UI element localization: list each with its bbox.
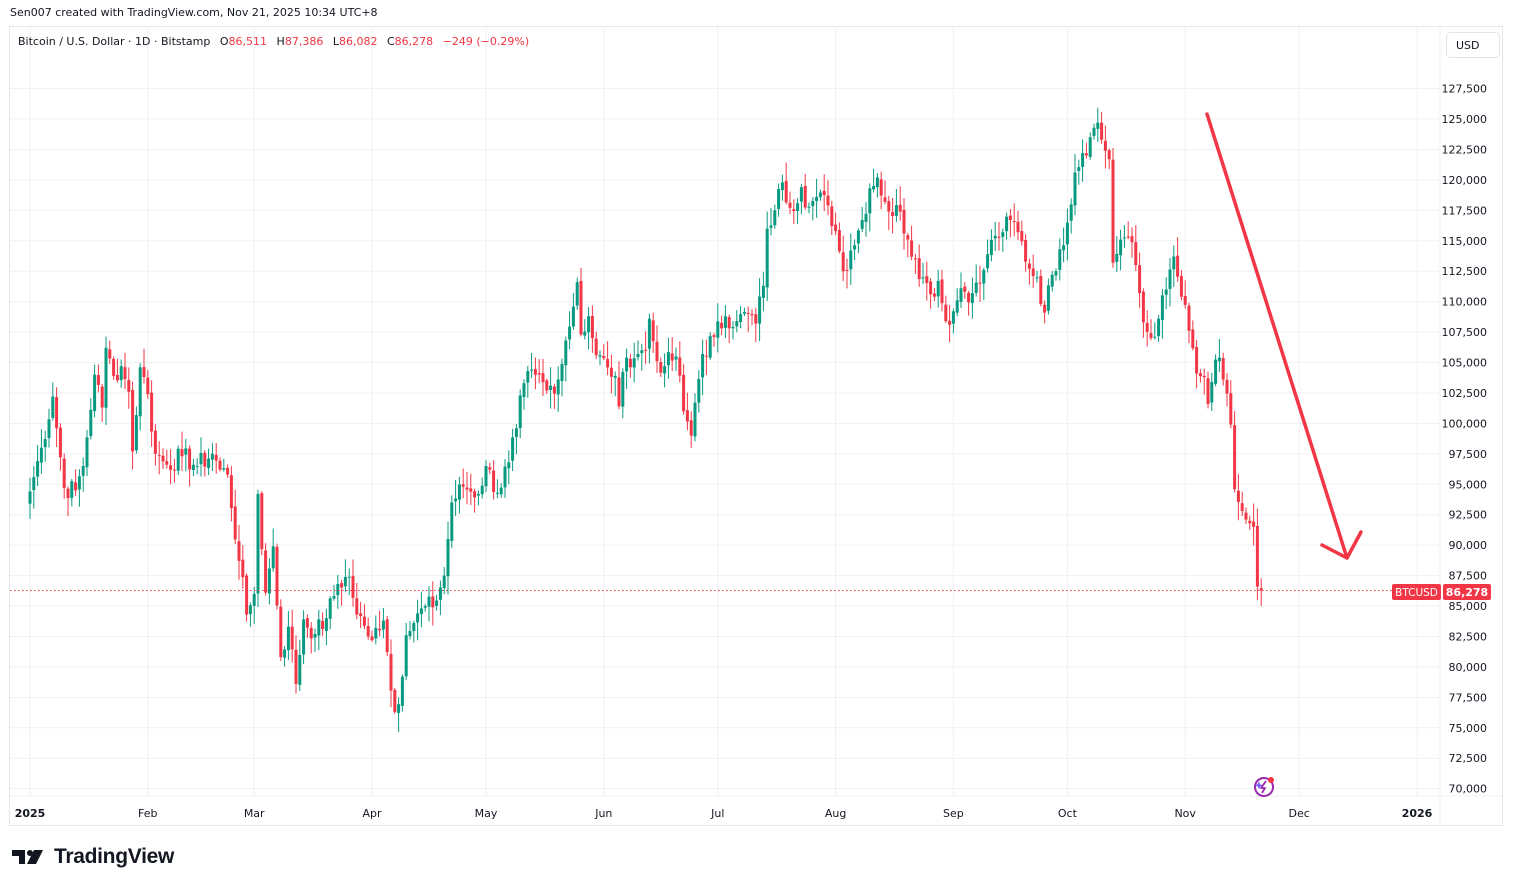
time-axis[interactable]: 2025 Feb Mar Apr May Jun Jul Aug Sep Oct Nov Dec 202… <box>15 807 1433 820</box>
price-axis-label: 77,500 <box>1449 691 1488 704</box>
time-axis-label: Feb <box>138 807 157 820</box>
time-axis-label: Mar <box>244 807 265 820</box>
price-axis-label: 87,500 <box>1449 570 1488 583</box>
price-axis[interactable]: 127,500 125,000 122,500 120,000 117,500 115,0… <box>1442 83 1488 796</box>
price-axis-label: 102,500 <box>1442 387 1488 400</box>
time-axis-label: Jul <box>710 807 724 820</box>
open-label: O <box>219 35 229 48</box>
low-label: L <box>332 35 339 48</box>
low-value: 86,082 <box>338 35 378 48</box>
price-axis-label: 80,000 <box>1449 661 1488 674</box>
time-axis-label: Oct <box>1058 807 1078 820</box>
price-axis-label: 97,500 <box>1449 448 1488 461</box>
price-axis-label: 100,000 <box>1442 417 1488 430</box>
price-axis-label: 122,500 <box>1442 143 1488 156</box>
time-axis-label: Nov <box>1174 807 1196 820</box>
price-axis-label: 92,500 <box>1449 509 1488 522</box>
time-axis-label: Aug <box>825 807 846 820</box>
time-axis-label: Jun <box>594 807 612 820</box>
time-axis-label: Apr <box>362 807 382 820</box>
price-axis-label: 125,000 <box>1442 113 1488 126</box>
price-axis-label: 105,000 <box>1442 357 1488 370</box>
tradingview-logo-text: TradingView <box>54 845 175 868</box>
grid-lines <box>10 27 1502 825</box>
tradingview-logo[interactable]: TradingView <box>12 845 174 869</box>
price-tag: BTCUSD 86,278 <box>1392 584 1491 600</box>
chart-frame <box>9 26 1503 826</box>
close-value: 86,278 <box>394 35 434 48</box>
close-label: C <box>386 35 395 48</box>
price-axis-label: 72,500 <box>1449 752 1488 765</box>
candles <box>28 107 1263 732</box>
price-axis-label: 75,000 <box>1449 722 1488 735</box>
currency-button[interactable]: USD <box>1446 32 1500 58</box>
price-axis-label: 112,500 <box>1442 265 1488 278</box>
time-axis-label: May <box>475 807 498 820</box>
price-axis-label: 90,000 <box>1449 539 1488 552</box>
price-axis-label: 110,000 <box>1442 296 1488 309</box>
time-axis-label: 2025 <box>15 807 46 820</box>
high-label: H <box>276 35 285 48</box>
price-tag-symbol: BTCUSD <box>1395 587 1438 599</box>
price-axis-label: 70,000 <box>1449 783 1488 796</box>
price-axis-label: 95,000 <box>1449 478 1488 491</box>
price-axis-label: 115,000 <box>1442 235 1488 248</box>
symbol-legend: Bitcoin / U.S. Dollar · 1D · Bitstamp O8… <box>18 35 529 48</box>
high-value: 87,386 <box>284 35 324 48</box>
trend-arrow-drawing[interactable] <box>1205 112 1363 560</box>
price-axis-label: 127,500 <box>1442 83 1488 96</box>
price-axis-label: 117,500 <box>1442 204 1488 217</box>
price-axis-label: 82,500 <box>1449 630 1488 643</box>
price-axis-label: 120,000 <box>1442 174 1488 187</box>
symbol-title[interactable]: Bitcoin / U.S. Dollar · 1D · Bitstamp <box>18 35 211 48</box>
time-axis-label: Sep <box>943 807 964 820</box>
ai-assistant-icon[interactable] <box>1254 777 1274 797</box>
time-axis-label: Dec <box>1289 807 1310 820</box>
change-value: −249 (−0.29%) <box>442 35 530 48</box>
chart-credit: Sen007 created with TradingView.com, Nov… <box>10 6 378 19</box>
open-value: 86,511 <box>228 35 268 48</box>
price-axis-label: 85,000 <box>1449 600 1488 613</box>
tradingview-logo-icon <box>12 850 43 864</box>
price-axis-label: 107,500 <box>1442 326 1488 339</box>
time-axis-label: 2026 <box>1402 807 1433 820</box>
price-tag-value: 86,278 <box>1446 586 1488 599</box>
